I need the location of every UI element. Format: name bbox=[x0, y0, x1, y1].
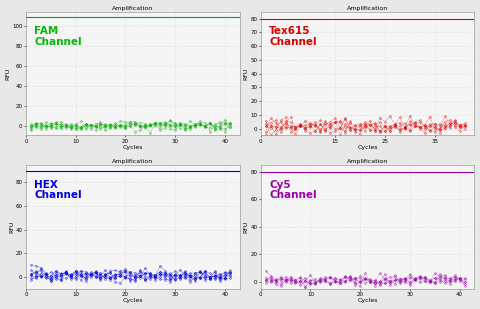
Title: Amplification: Amplification bbox=[112, 6, 154, 11]
Y-axis label: RFU: RFU bbox=[9, 221, 14, 233]
Text: HEX
Channel: HEX Channel bbox=[35, 180, 82, 201]
Text: FAM
Channel: FAM Channel bbox=[35, 27, 82, 47]
Y-axis label: RFU: RFU bbox=[244, 67, 249, 80]
X-axis label: Cycles: Cycles bbox=[122, 298, 143, 303]
X-axis label: Cycles: Cycles bbox=[357, 298, 378, 303]
Text: Tex615
Channel: Tex615 Channel bbox=[269, 27, 317, 47]
X-axis label: Cycles: Cycles bbox=[122, 145, 143, 150]
Title: Amplification: Amplification bbox=[347, 159, 388, 164]
Title: Amplification: Amplification bbox=[112, 159, 154, 164]
Text: Cy5
Channel: Cy5 Channel bbox=[269, 180, 317, 201]
Y-axis label: RFU: RFU bbox=[244, 221, 249, 233]
X-axis label: Cycles: Cycles bbox=[357, 145, 378, 150]
Title: Amplification: Amplification bbox=[347, 6, 388, 11]
Y-axis label: RFU: RFU bbox=[6, 67, 11, 80]
